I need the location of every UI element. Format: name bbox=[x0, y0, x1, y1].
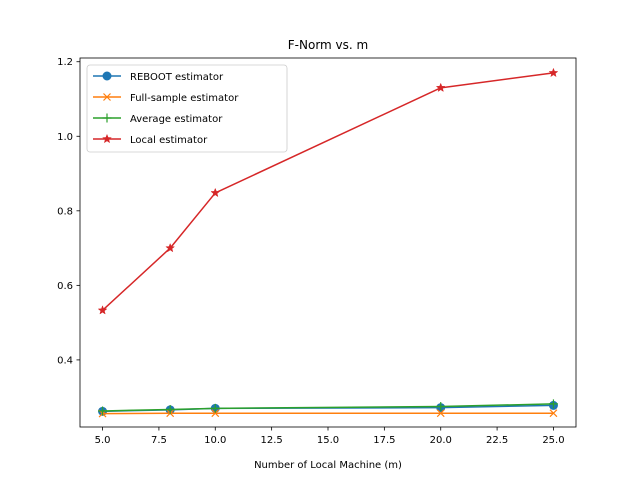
legend-item: Average estimator bbox=[93, 113, 223, 125]
legend-label: Average estimator bbox=[130, 114, 223, 125]
data-point bbox=[548, 399, 558, 409]
x-tick-label: 7.5 bbox=[151, 435, 167, 446]
marker-stroke bbox=[211, 409, 220, 418]
data-point bbox=[436, 402, 446, 411]
legend-label: Full-sample estimator bbox=[130, 93, 239, 104]
plot-area: 5.0 7.5 10.0 12.5 15.0 17.5 20.0 22.5 25.0 0.4 0.6… bbox=[57, 57, 564, 446]
data-point bbox=[165, 242, 176, 253]
x-tick-label: 22.5 bbox=[486, 435, 508, 446]
series-average-estimator bbox=[98, 399, 558, 416]
x-tick-label: 15.0 bbox=[317, 435, 339, 446]
marker-stroke bbox=[549, 409, 558, 418]
data-point bbox=[549, 409, 558, 418]
legend-item: REBOOT estimator bbox=[93, 71, 224, 83]
plot-frame bbox=[79, 57, 577, 428]
legend-marker bbox=[102, 71, 112, 81]
data-point bbox=[210, 403, 220, 413]
series-local-estimator bbox=[97, 67, 559, 315]
legend-label: Local estimator bbox=[130, 135, 208, 146]
x-tick-label: 17.5 bbox=[373, 435, 395, 446]
y-tick-label: 1.0 bbox=[57, 132, 73, 143]
x-tick-label: 10.0 bbox=[204, 435, 226, 446]
data-point bbox=[211, 409, 220, 418]
y-tick-label: 1.2 bbox=[57, 57, 73, 68]
y-tick-label: 0.4 bbox=[57, 355, 73, 366]
data-point bbox=[435, 82, 446, 93]
x-tick-label: 20.0 bbox=[430, 435, 452, 446]
legend-item: Local estimator bbox=[93, 133, 208, 146]
x-axis-label: Number of Local Machine (m) bbox=[254, 460, 402, 471]
legend: REBOOT estimator Full-sample estimator Ave… bbox=[86, 64, 288, 153]
x-tick-label: 5.0 bbox=[95, 435, 111, 446]
marker-stroke bbox=[103, 93, 111, 101]
legend-marker bbox=[102, 133, 112, 144]
data-point bbox=[97, 305, 108, 315]
marker-stroke bbox=[436, 409, 445, 418]
x-tick-label: 12.5 bbox=[261, 435, 283, 446]
legend-marker bbox=[102, 113, 112, 123]
legend-marker bbox=[103, 93, 111, 101]
data-point bbox=[98, 406, 108, 416]
legend-label: REBOOT estimator bbox=[130, 72, 224, 83]
chart-title: F-Norm vs. m bbox=[288, 38, 368, 52]
y-tick-label: 0.8 bbox=[57, 206, 73, 217]
data-point bbox=[436, 409, 445, 418]
legend-box bbox=[86, 64, 288, 153]
data-point bbox=[548, 67, 559, 78]
y-tick-label: 0.6 bbox=[57, 281, 73, 292]
x-tick-label: 25.0 bbox=[542, 435, 564, 446]
legend-item: Full-sample estimator bbox=[93, 93, 239, 104]
data-point bbox=[165, 404, 175, 414]
data-point bbox=[210, 187, 221, 198]
